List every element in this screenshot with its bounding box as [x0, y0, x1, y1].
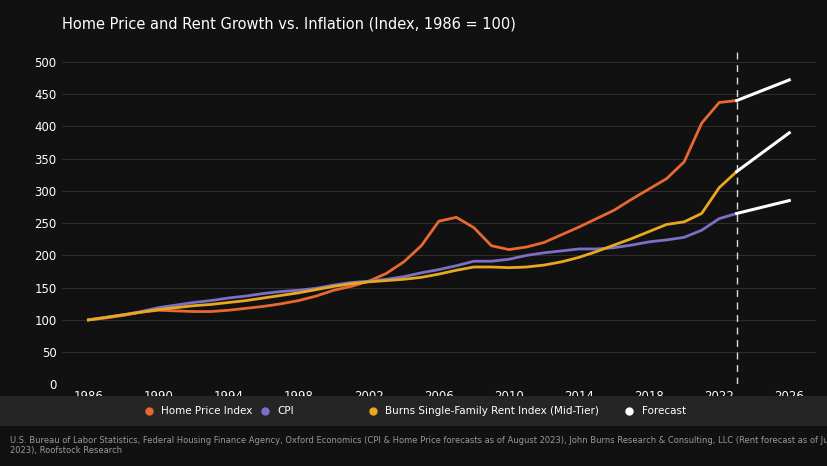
- Text: Home Price Index: Home Price Index: [161, 406, 252, 416]
- Text: CPI: CPI: [277, 406, 294, 416]
- Text: Home Price and Rent Growth vs. Inflation (Index, 1986 = 100): Home Price and Rent Growth vs. Inflation…: [62, 16, 515, 31]
- Text: Forecast: Forecast: [641, 406, 685, 416]
- Text: U.S. Bureau of Labor Statistics, Federal Housing Finance Agency, Oxford Economic: U.S. Bureau of Labor Statistics, Federal…: [10, 436, 827, 455]
- Text: Burns Single-Family Rent Index (Mid-Tier): Burns Single-Family Rent Index (Mid-Tier…: [385, 406, 598, 416]
